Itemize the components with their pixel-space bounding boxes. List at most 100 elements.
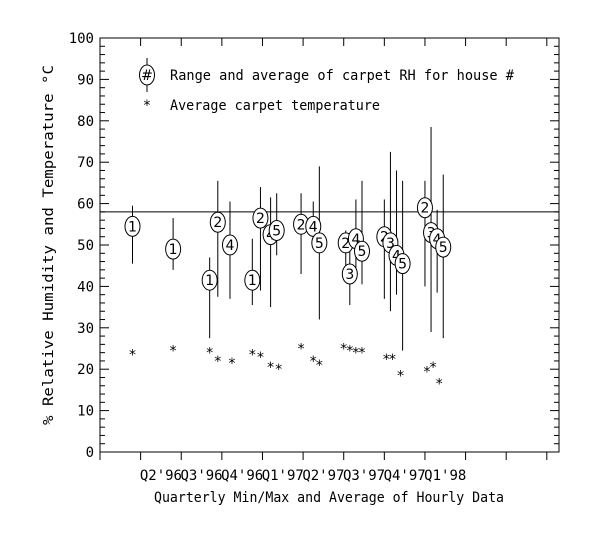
legend: # Range and average of carpet RH for hou… <box>139 58 515 114</box>
rh-house-label: 2 <box>297 217 306 233</box>
temperature-point: * <box>309 354 317 370</box>
x-tick-label: Q3'96 <box>180 468 222 484</box>
rh-house-label: 4 <box>226 238 235 254</box>
temperature-point: * <box>346 344 354 360</box>
y-tick-label: 20 <box>77 362 94 378</box>
legend-average-marker <box>139 64 155 86</box>
rh-average-point: 5 <box>394 253 411 275</box>
rh-average-marker <box>221 234 238 256</box>
rh-house-label: 2 <box>341 236 350 252</box>
temperature-series: * * ** ** ** ******** *** *** <box>128 342 443 393</box>
temperature-point: * <box>205 346 213 362</box>
temperature-point: * <box>396 368 404 384</box>
legend-rh-symbol: # <box>141 68 153 84</box>
rh-average-marker <box>311 232 328 254</box>
temperature-point: * <box>315 358 323 374</box>
rh-house-label: 2 <box>213 215 222 231</box>
rh-house-label: 1 <box>169 242 178 258</box>
rh-house-label: 5 <box>315 236 324 252</box>
x-tick-label: Q2'97 <box>302 468 344 484</box>
rh-house-label: 5 <box>439 240 448 256</box>
temperature-point: * <box>228 356 236 372</box>
rh-average-point: 2 <box>209 211 226 233</box>
rh-average-point: 4 <box>221 234 238 256</box>
rh-average-point: 2 <box>416 197 433 219</box>
temperature-point: * <box>169 344 177 360</box>
rh-average-marker <box>341 263 358 285</box>
rh-house-label: 3 <box>386 236 395 252</box>
temperature-point: * <box>248 348 256 364</box>
temperature-point: * <box>266 360 274 376</box>
rh-average-point: 4 <box>305 215 322 237</box>
rh-house-label: 5 <box>358 244 367 260</box>
rh-average-point: 1 <box>165 238 182 260</box>
temperature-point: * <box>352 346 360 362</box>
rh-house-label: 4 <box>351 232 360 248</box>
rh-average-series: 111241245245234523452345 <box>124 197 452 291</box>
y-tick-label: 100 <box>69 31 94 47</box>
temperature-point: * <box>382 352 390 368</box>
temperature-point: * <box>423 364 431 380</box>
temperature-point: * <box>214 354 222 370</box>
y-tick-label: 30 <box>77 321 94 337</box>
rh-average-point: 5 <box>311 232 328 254</box>
rh-average-marker <box>416 197 433 219</box>
rh-house-label: 4 <box>309 219 318 235</box>
temperature-point: * <box>388 352 396 368</box>
y-tick-label: 70 <box>77 155 94 171</box>
rh-average-marker <box>244 269 261 291</box>
rh-average-marker <box>209 211 226 233</box>
x-tick-label: Q1'97 <box>262 468 304 484</box>
temperature-point: * <box>429 360 437 376</box>
rh-house-label: 3 <box>345 267 354 283</box>
y-tick-label: 90 <box>77 72 94 88</box>
y-axis: 0 10 20 30 40 50 60 70 80 90 100 <box>69 31 559 461</box>
temperature-point: * <box>339 342 347 358</box>
temperature-point: * <box>358 346 366 362</box>
rh-average-point: 1 <box>124 215 141 237</box>
rh-average-marker <box>394 253 411 275</box>
rh-house-label: 1 <box>248 273 257 289</box>
rh-average-marker <box>252 207 269 229</box>
rh-average-point: 3 <box>341 263 358 285</box>
rh-house-label: 2 <box>420 201 429 217</box>
y-tick-label: 60 <box>77 197 94 213</box>
rh-average-marker <box>268 220 285 242</box>
temperature-point: * <box>256 350 264 366</box>
rh-average-marker <box>124 215 141 237</box>
rh-average-marker <box>165 238 182 260</box>
rh-average-marker <box>201 269 218 291</box>
rh-average-point: 2 <box>252 207 269 229</box>
rh-average-point: 5 <box>353 240 370 262</box>
x-tick-label: Q4'96 <box>221 468 263 484</box>
rh-average-point: 5 <box>435 236 452 258</box>
y-tick-label: 50 <box>77 238 94 254</box>
rh-house-label: 4 <box>392 248 401 264</box>
rh-average-marker <box>435 236 452 258</box>
y-tick-label: 0 <box>86 445 94 461</box>
temperature-point: * <box>435 377 443 393</box>
legend-rh-label: Range and average of carpet RH for house… <box>170 68 515 84</box>
rh-average-marker <box>353 240 370 262</box>
x-tick-label: Q3'97 <box>343 468 385 484</box>
x-axis-label: Quarterly Min/Max and Average of Hourly … <box>154 490 504 506</box>
y-tick-label: 10 <box>77 404 94 420</box>
rh-house-label: 1 <box>205 273 214 289</box>
x-tick-label: Q4'97 <box>384 468 426 484</box>
temperature-point: * <box>297 342 305 358</box>
legend-temp-symbol: * <box>143 98 151 114</box>
x-tick-label: Q1'98 <box>424 468 466 484</box>
rh-house-label: 4 <box>433 232 442 248</box>
rh-average-point: 1 <box>201 269 218 291</box>
y-tick-label: 80 <box>77 114 94 130</box>
rh-house-label: 5 <box>398 257 407 273</box>
rh-house-label: 5 <box>272 224 281 240</box>
y-tick-label: 40 <box>77 279 94 295</box>
x-tick-label: Q2'96 <box>140 468 182 484</box>
rh-house-label: 2 <box>256 211 265 227</box>
rh-average-point: 5 <box>268 220 285 242</box>
legend-temp-label: Average carpet temperature <box>170 98 380 114</box>
rh-average-point: 1 <box>244 269 261 291</box>
